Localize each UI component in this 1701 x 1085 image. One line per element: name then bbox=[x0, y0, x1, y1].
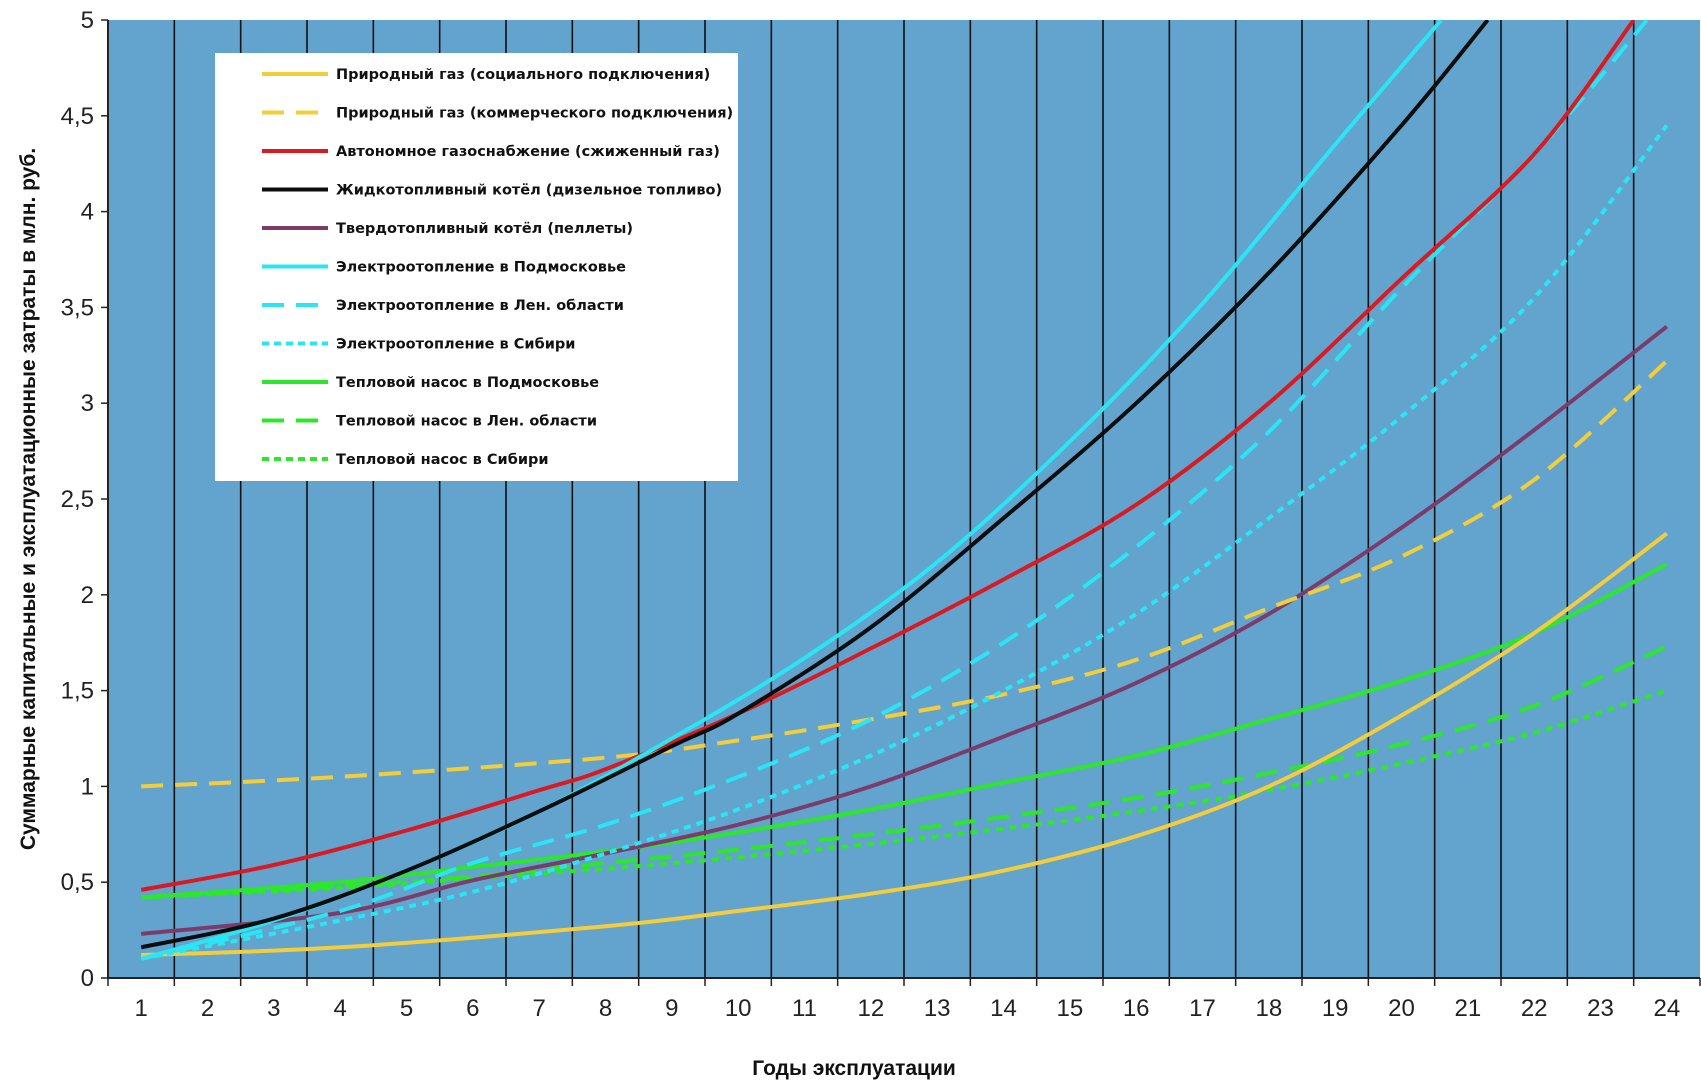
x-tick-label: 5 bbox=[400, 995, 413, 1022]
x-tick-label: 23 bbox=[1587, 995, 1614, 1022]
y-tick-label: 4 bbox=[81, 199, 94, 226]
x-axis-title: Годы эксплуатации bbox=[752, 1057, 956, 1080]
legend-entry: Тепловой насос в Лен. области bbox=[336, 414, 597, 430]
y-tick-label: 5 bbox=[81, 7, 94, 34]
series-line bbox=[140, 325, 1669, 936]
x-tick-label: 8 bbox=[599, 995, 612, 1022]
x-tick-label: 18 bbox=[1255, 995, 1282, 1022]
legend-entry: Электроотопление в Подмосковье bbox=[336, 260, 626, 276]
series-line bbox=[141, 644, 1668, 900]
x-tick-label: 11 bbox=[792, 995, 817, 1022]
y-tick-label: 3,5 bbox=[61, 294, 94, 321]
series-line bbox=[140, 20, 1636, 892]
y-tick-label: 2 bbox=[81, 582, 94, 609]
x-tick-label: 1 bbox=[134, 995, 147, 1022]
x-tick-label: 7 bbox=[532, 995, 545, 1022]
legend-entry: Тепловой насос в Сибири bbox=[336, 452, 549, 468]
legend-entry: Твердотопливный котёл (пеллеты) bbox=[336, 221, 633, 237]
x-tick-label: 9 bbox=[665, 995, 678, 1022]
x-tick-label: 19 bbox=[1322, 995, 1349, 1022]
series-layer bbox=[140, 20, 1669, 961]
series-line bbox=[140, 20, 1649, 961]
series-line bbox=[141, 562, 1668, 900]
y-axis-ticks: 0 0,5 1 1,5 2 2,5 3 3,5 4 4,5 5 bbox=[61, 7, 108, 992]
series-line bbox=[140, 124, 1669, 961]
x-tick-label: 6 bbox=[466, 995, 479, 1022]
x-tick-label: 2 bbox=[201, 995, 214, 1022]
legend-entry: Природный газ (социального подключения) bbox=[336, 67, 710, 83]
x-tick-label: 13 bbox=[924, 995, 951, 1022]
x-tick-label: 15 bbox=[1056, 995, 1083, 1022]
y-tick-label: 3 bbox=[81, 390, 94, 417]
y-tick-label: 2,5 bbox=[61, 486, 94, 513]
y-tick-label: 1,5 bbox=[61, 678, 94, 705]
x-tick-label: 3 bbox=[267, 995, 280, 1022]
series-line bbox=[140, 20, 1490, 950]
legend-entry: Автономное газоснабжение (сжиженный газ) bbox=[336, 144, 720, 160]
x-tick-label: 4 bbox=[333, 995, 346, 1022]
x-tick-label: 21 bbox=[1454, 995, 1481, 1022]
y-tick-label: 0,5 bbox=[61, 869, 94, 896]
series-line bbox=[141, 688, 1668, 900]
legend-entry: Жидкотопливный котёл (дизельное топливо) bbox=[336, 183, 722, 199]
x-tick-label: 14 bbox=[990, 995, 1017, 1022]
y-axis-title: Суммарные капитальные и эксплуатационные… bbox=[17, 148, 40, 850]
x-tick-label: 24 bbox=[1653, 995, 1680, 1022]
x-axis-ticks: 1 2 3 4 5 6 7 8 9 10 11 12 13 14 15 16 17 18 19 20 21 22 23 24 bbox=[107, 978, 1701, 1022]
y-tick-label: 1 bbox=[81, 773, 94, 800]
x-tick-label: 16 bbox=[1123, 995, 1150, 1022]
legend-entry: Природный газ (коммерческого подключения… bbox=[336, 106, 733, 122]
y-tick-label: 4,5 bbox=[61, 103, 94, 130]
legend-entry: Электроотопление в Лен. области bbox=[336, 298, 624, 314]
series-line bbox=[141, 531, 1669, 957]
x-tick-label: 17 bbox=[1189, 995, 1216, 1022]
legend-entry: Электроотопление в Сибири bbox=[336, 337, 575, 353]
y-tick-label: 0 bbox=[81, 965, 94, 992]
x-tick-label: 20 bbox=[1388, 995, 1415, 1022]
legend: Природный газ (социального подключения) П… bbox=[215, 53, 738, 481]
x-tick-label: 22 bbox=[1521, 995, 1548, 1022]
x-tick-label: 12 bbox=[857, 995, 884, 1022]
x-tick-label: 10 bbox=[725, 995, 752, 1022]
legend-entry: Тепловой насос в Подмосковье bbox=[336, 375, 599, 391]
